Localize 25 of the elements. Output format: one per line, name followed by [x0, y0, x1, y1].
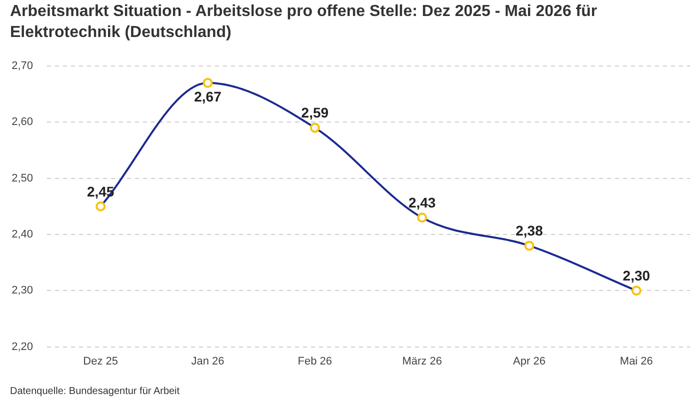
y-tick-label: 2,50 — [12, 172, 33, 184]
x-tick-label: Feb 26 — [298, 355, 332, 368]
data-label: 2,43 — [408, 194, 436, 210]
y-tick-label: 2,60 — [12, 116, 33, 128]
point — [524, 240, 534, 251]
y-tick-label: 2,30 — [12, 284, 33, 297]
x-tick-label: Mai 26 — [620, 355, 653, 368]
y-tick-label: 2,20 — [12, 340, 33, 353]
data-label: 2,30 — [622, 268, 650, 284]
x-tick-label: Dez 25 — [83, 355, 118, 368]
point — [96, 201, 106, 212]
x-tick-label: Apr 26 — [513, 355, 546, 368]
x-tick-label: März 26 — [402, 355, 442, 368]
chart-title: Arbeitsmarkt Situation - Arbeitslose pro offene Stelle: Dez 2025 - Mai 2026 für Elektrotechnik (Deutschland) — [10, 2, 598, 43]
data-label: 2,38 — [516, 222, 544, 239]
y-tick-label: 2,70 — [12, 60, 33, 72]
text: Datenquelle: Bundesagentur für Arbeit — [10, 386, 180, 397]
data-label: 2,67 — [194, 88, 222, 105]
point — [631, 286, 642, 296]
point — [202, 78, 213, 88]
x-tick-label: Jan 26 — [191, 355, 224, 368]
point — [417, 212, 428, 223]
data-label: 2,59 — [301, 104, 329, 121]
point — [310, 122, 320, 133]
y-tick-label: 2,40 — [12, 228, 33, 241]
